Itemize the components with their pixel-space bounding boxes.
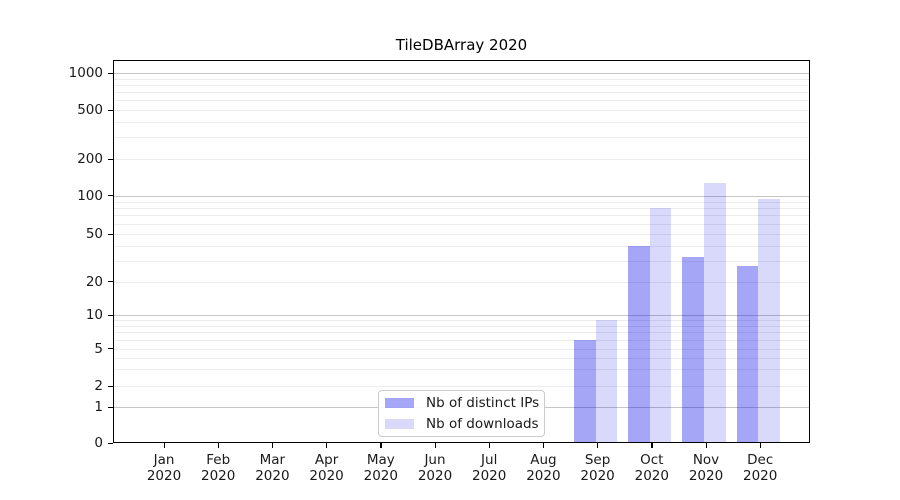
gridline bbox=[114, 137, 809, 139]
y-tick-label: 10 bbox=[85, 307, 103, 324]
bar-distinct-ips bbox=[736, 266, 759, 443]
bar-downloads bbox=[595, 320, 618, 443]
legend-swatch-downloads bbox=[385, 419, 414, 429]
y-tick-mark bbox=[108, 406, 113, 409]
y-tick-mark bbox=[108, 281, 113, 283]
x-tick-label: Aug 2020 bbox=[526, 452, 561, 484]
legend-item-downloads: Nb of downloads bbox=[379, 414, 544, 434]
y-tick-mark bbox=[108, 348, 113, 350]
gridline bbox=[114, 195, 809, 197]
y-tick-label: 200 bbox=[77, 151, 103, 167]
y-tick-mark bbox=[108, 385, 113, 387]
legend-swatch-distinct-ips bbox=[385, 398, 414, 408]
gridline bbox=[114, 159, 809, 160]
x-tick-label: Oct 2020 bbox=[634, 452, 669, 484]
y-tick-label: 50 bbox=[85, 226, 103, 242]
gridline bbox=[114, 110, 809, 111]
x-tick-label: Feb 2020 bbox=[201, 452, 236, 484]
x-tick-label: Sep 2020 bbox=[580, 452, 615, 484]
y-tick-label: 1 bbox=[94, 399, 103, 416]
bar-downloads bbox=[758, 198, 780, 443]
y-tick-mark bbox=[108, 314, 113, 317]
gridline bbox=[114, 315, 809, 317]
gridline bbox=[114, 73, 809, 74]
gridline bbox=[114, 339, 809, 341]
y-tick-label: 500 bbox=[77, 102, 103, 118]
x-tick-mark bbox=[705, 443, 707, 448]
gridline bbox=[114, 223, 809, 225]
y-tick-mark bbox=[108, 195, 113, 197]
bar-distinct-ips bbox=[574, 339, 596, 443]
gridline bbox=[114, 348, 809, 350]
y-tick-label: 20 bbox=[85, 273, 103, 290]
y-tick-label: 1000 bbox=[68, 65, 103, 81]
bar-downloads bbox=[649, 208, 672, 443]
gridline bbox=[114, 84, 809, 86]
chart-title: TileDBArray 2020 bbox=[395, 36, 528, 54]
legend: Nb of distinct IPs Nb of downloads bbox=[378, 390, 545, 437]
gridline bbox=[114, 260, 809, 262]
x-tick-label: May 2020 bbox=[363, 452, 398, 484]
x-tick-mark bbox=[542, 443, 545, 448]
y-tick-mark bbox=[108, 72, 113, 74]
x-tick-mark bbox=[651, 443, 653, 448]
bar-downloads bbox=[704, 183, 726, 443]
x-tick-mark bbox=[380, 443, 382, 448]
x-tick-label: Mar 2020 bbox=[255, 452, 290, 484]
x-tick-mark bbox=[271, 443, 274, 448]
x-tick-mark bbox=[434, 443, 436, 448]
legend-item-distinct-ips: Nb of distinct IPs bbox=[379, 393, 544, 413]
x-tick-label: Nov 2020 bbox=[688, 452, 724, 484]
legend-label: Nb of distinct IPs bbox=[426, 395, 540, 411]
gridline bbox=[114, 326, 809, 328]
gridline bbox=[114, 245, 809, 247]
y-tick-mark bbox=[108, 442, 113, 444]
y-tick-mark bbox=[108, 109, 113, 111]
y-tick-label: 5 bbox=[94, 340, 103, 357]
gridline bbox=[114, 320, 809, 322]
x-tick-label: Jan 2020 bbox=[146, 452, 182, 484]
gridline bbox=[114, 121, 809, 123]
x-tick-mark bbox=[759, 443, 761, 448]
x-tick-label: Apr 2020 bbox=[309, 452, 344, 484]
bar-distinct-ips bbox=[628, 245, 650, 443]
legend-label: Nb of downloads bbox=[426, 416, 539, 432]
x-tick-label: Dec 2020 bbox=[743, 452, 778, 484]
y-tick-label: 2 bbox=[94, 378, 103, 394]
y-tick-label: 0 bbox=[94, 435, 103, 451]
gridline bbox=[114, 332, 809, 334]
bar-distinct-ips bbox=[682, 257, 704, 443]
x-tick-mark bbox=[326, 443, 328, 448]
y-tick-mark bbox=[108, 158, 113, 160]
y-tick-label: 100 bbox=[77, 187, 103, 204]
gridline bbox=[114, 234, 809, 235]
gridline bbox=[114, 92, 809, 94]
gridline bbox=[114, 369, 809, 371]
gridline bbox=[114, 208, 809, 210]
x-tick-mark bbox=[597, 443, 599, 448]
x-tick-label: Jul 2020 bbox=[472, 452, 507, 484]
x-tick-mark bbox=[217, 443, 219, 448]
x-tick-label: Jun 2020 bbox=[417, 452, 453, 484]
y-tick-mark bbox=[108, 233, 113, 235]
gridline bbox=[114, 281, 809, 283]
gridline bbox=[114, 78, 809, 80]
gridline bbox=[114, 100, 809, 102]
gridline bbox=[114, 215, 809, 217]
x-tick-mark bbox=[488, 443, 490, 448]
gridline bbox=[114, 201, 809, 203]
gridline bbox=[114, 357, 809, 359]
x-tick-mark bbox=[163, 443, 165, 448]
gridline bbox=[114, 386, 809, 387]
